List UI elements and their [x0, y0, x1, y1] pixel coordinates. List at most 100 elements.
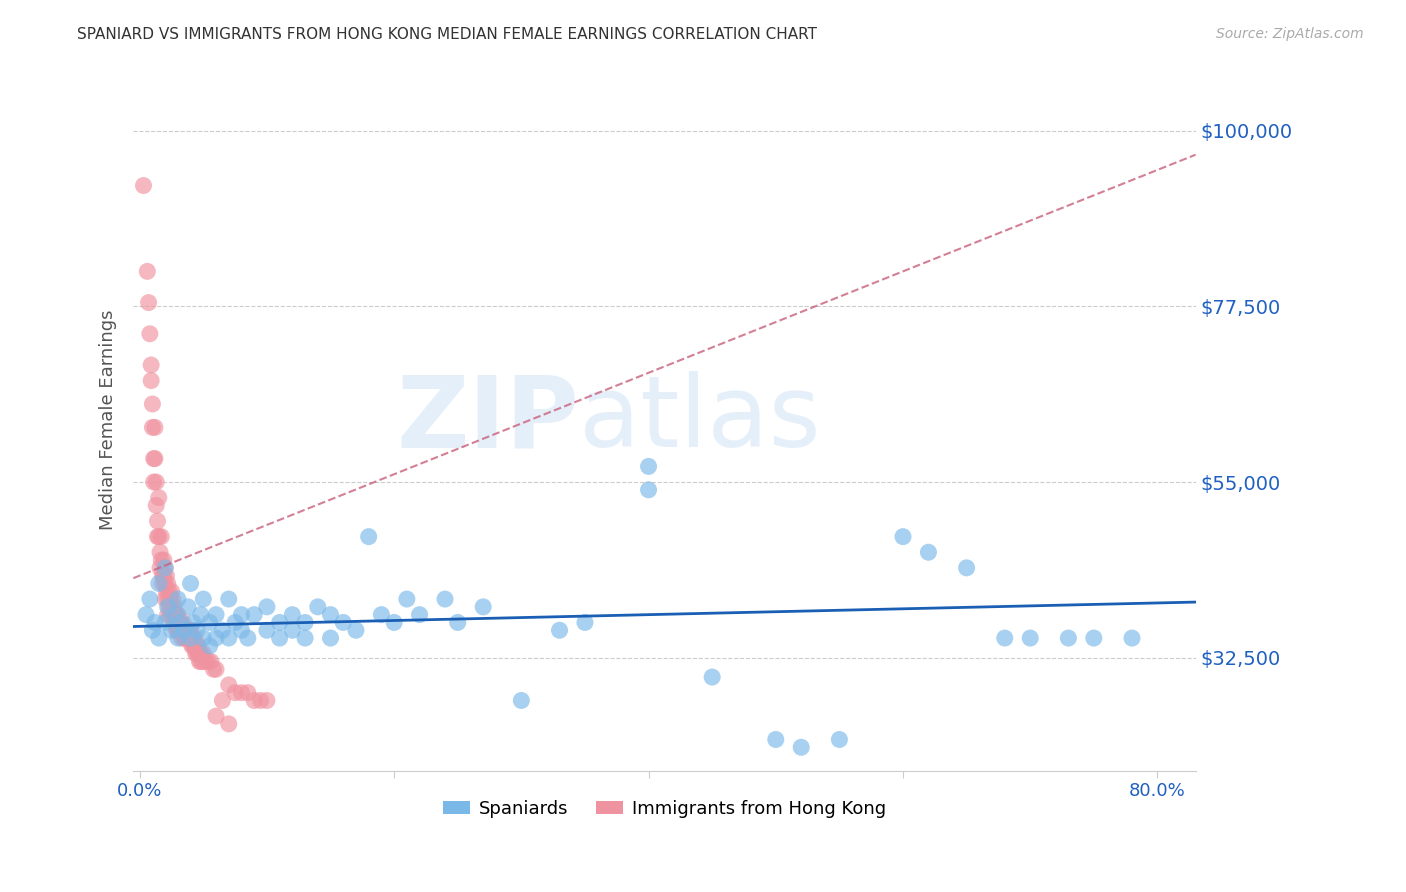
Point [205, 709, 228, 723]
Point [211, 693, 233, 707]
Point [180, 631, 202, 645]
Point [173, 624, 195, 638]
Point [1019, 631, 1042, 645]
Point [332, 615, 354, 630]
Text: Source: ZipAtlas.com: Source: ZipAtlas.com [1216, 27, 1364, 41]
Point [269, 615, 291, 630]
Point [167, 624, 190, 638]
Point [193, 592, 215, 607]
Text: atlas: atlas [579, 371, 821, 468]
Point [152, 576, 174, 591]
Point [142, 451, 165, 466]
Point [162, 592, 184, 607]
Point [138, 295, 160, 310]
Point [181, 631, 204, 645]
Point [357, 530, 380, 544]
Point [281, 607, 304, 622]
Point [218, 631, 240, 645]
Point [180, 631, 202, 645]
Point [198, 639, 221, 653]
Point [193, 631, 215, 645]
Point [236, 686, 259, 700]
Point [177, 624, 200, 638]
Point [193, 655, 215, 669]
Point [200, 655, 222, 669]
Point [472, 599, 495, 614]
Point [153, 561, 176, 575]
Point [408, 607, 430, 622]
Point [145, 499, 167, 513]
Point [139, 326, 162, 341]
Point [281, 624, 304, 638]
Text: ZIP: ZIP [396, 371, 579, 468]
Point [143, 615, 166, 630]
Point [166, 592, 188, 607]
Point [153, 561, 176, 575]
Point [165, 607, 187, 622]
Point [173, 631, 195, 645]
Point [173, 624, 195, 638]
Point [156, 607, 179, 622]
Point [574, 615, 596, 630]
Point [256, 693, 278, 707]
Point [190, 655, 212, 669]
Y-axis label: Median Female Earnings: Median Female Earnings [100, 310, 117, 530]
Point [205, 631, 228, 645]
Point [163, 599, 186, 614]
Point [153, 568, 176, 582]
Point [184, 647, 207, 661]
Point [1121, 631, 1143, 645]
Point [218, 717, 240, 731]
Point [180, 624, 202, 638]
Point [155, 568, 177, 582]
Point [146, 514, 169, 528]
Point [135, 607, 157, 622]
Point [141, 624, 163, 638]
Point [166, 624, 188, 638]
Point [202, 662, 225, 676]
Text: SPANIARD VS IMMIGRANTS FROM HONG KONG MEDIAN FEMALE EARNINGS CORRELATION CHART: SPANIARD VS IMMIGRANTS FROM HONG KONG ME… [77, 27, 817, 42]
Point [188, 655, 211, 669]
Point [174, 631, 197, 645]
Point [294, 631, 316, 645]
Legend: Spaniards, Immigrants from Hong Kong: Spaniards, Immigrants from Hong Kong [436, 792, 893, 825]
Point [319, 607, 342, 622]
Point [149, 561, 172, 575]
Point [174, 624, 197, 638]
Point [166, 607, 188, 622]
Point [218, 678, 240, 692]
Point [169, 624, 191, 638]
Point [198, 615, 221, 630]
Point [172, 624, 194, 638]
Point [166, 615, 188, 630]
Point [169, 615, 191, 630]
Point [155, 584, 177, 599]
Point [170, 624, 193, 638]
Point [186, 639, 208, 653]
Point [160, 584, 183, 599]
Point [156, 576, 179, 591]
Point [148, 530, 170, 544]
Point [179, 624, 201, 638]
Point [307, 599, 329, 614]
Point [269, 631, 291, 645]
Point [256, 599, 278, 614]
Point [160, 624, 183, 638]
Point [637, 459, 659, 474]
Point [917, 545, 939, 559]
Point [194, 655, 217, 669]
Point [994, 631, 1017, 645]
Point [157, 584, 180, 599]
Point [159, 607, 181, 622]
Point [955, 561, 977, 575]
Point [166, 624, 188, 638]
Point [153, 553, 176, 567]
Point [828, 732, 851, 747]
Point [190, 647, 212, 661]
Point [176, 631, 198, 645]
Point [197, 655, 219, 669]
Point [139, 358, 162, 372]
Point [548, 624, 571, 638]
Point [434, 592, 457, 607]
Point [243, 693, 266, 707]
